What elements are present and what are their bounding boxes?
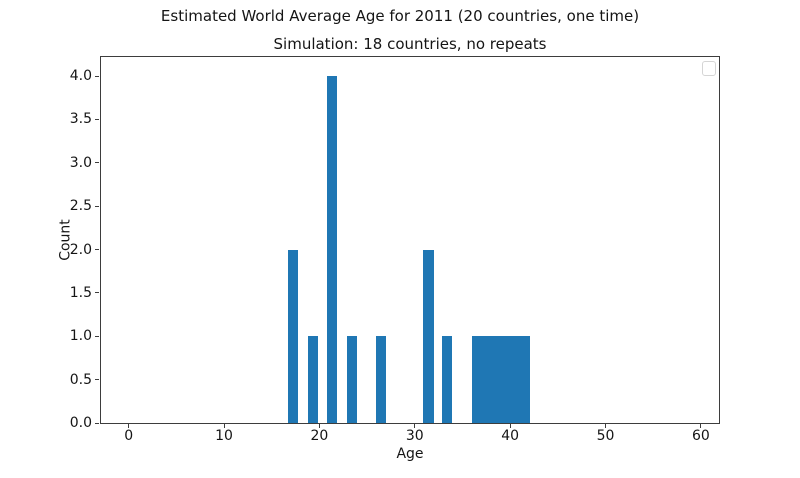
axes-title: Simulation: 18 countries, no repeats	[273, 35, 547, 53]
y-axis-label: Count	[57, 219, 74, 261]
histogram-bar	[519, 336, 530, 423]
x-tick-mark	[509, 424, 511, 428]
histogram-bar	[510, 336, 520, 423]
y-tick-mark	[95, 205, 99, 207]
histogram-bar	[481, 336, 491, 423]
histogram-bar	[442, 336, 453, 423]
histogram-bar	[490, 336, 501, 423]
histogram-bar	[471, 336, 482, 423]
y-tick-mark	[95, 162, 99, 164]
y-tick-mark	[95, 335, 99, 337]
y-tick-label: 0.5	[69, 371, 92, 388]
histogram-bar	[327, 76, 338, 423]
histogram-bar	[423, 249, 434, 423]
y-tick-mark	[95, 118, 99, 120]
y-tick-label: 1.5	[69, 284, 92, 301]
y-tick-label: 3.5	[69, 111, 92, 128]
x-tick-label: 10	[215, 428, 233, 444]
y-tick-mark	[95, 75, 99, 77]
x-tick-label: 30	[405, 428, 424, 444]
figure-title: Estimated World Average Age for 2011 (20…	[160, 7, 640, 25]
x-tick-mark	[605, 424, 606, 428]
x-tick-label: 50	[596, 428, 615, 444]
histogram-bar	[347, 336, 358, 423]
y-tick-label: 3.0	[69, 154, 92, 171]
x-axis-label: Age	[396, 446, 424, 462]
x-tick-label: 20	[310, 428, 329, 444]
histogram-bar	[500, 336, 511, 423]
y-tick-mark	[95, 379, 99, 381]
plot-area	[100, 56, 720, 424]
y-tick-label: 4.0	[69, 68, 92, 85]
x-tick-mark	[414, 424, 416, 428]
x-tick-mark	[128, 424, 130, 428]
histogram-bar	[287, 249, 298, 423]
y-tick-label: 2.5	[69, 198, 92, 215]
x-tick-mark	[700, 424, 702, 428]
x-tick-mark	[318, 424, 320, 428]
y-tick-mark	[95, 249, 99, 251]
y-tick-mark	[95, 422, 99, 424]
y-tick-label: 1.0	[69, 328, 92, 345]
x-tick-label: 60	[691, 428, 710, 444]
y-tick-mark	[95, 292, 99, 294]
x-tick-mark	[223, 424, 225, 428]
histogram-bar	[376, 336, 387, 423]
histogram-bar	[307, 336, 318, 423]
x-tick-label: 40	[501, 428, 520, 444]
y-tick-label: 0.0	[69, 415, 92, 431]
x-tick-label: 0	[124, 428, 134, 444]
legend-box	[702, 61, 716, 76]
